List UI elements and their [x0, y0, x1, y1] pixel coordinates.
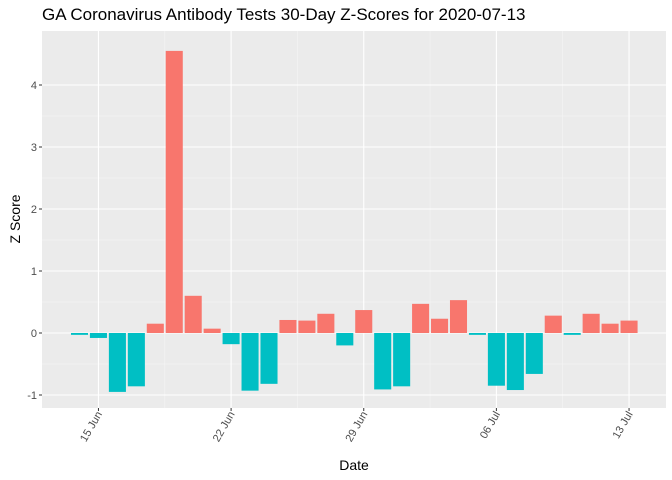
y-axis-title: Z Score: [7, 194, 23, 243]
bar: [487, 333, 505, 386]
bar: [184, 295, 202, 333]
y-tick-label: 1: [31, 266, 37, 278]
y-tick-label: 3: [31, 142, 37, 154]
bar: [582, 313, 600, 333]
bar: [89, 333, 107, 338]
x-tick-label: 15 Jun: [78, 410, 105, 445]
bar: [431, 318, 449, 333]
x-tick-label: 06 Jul: [478, 410, 503, 441]
bar: [70, 333, 89, 335]
x-axis-title: Date: [339, 457, 369, 473]
x-tick-label: 22 Jun: [211, 410, 238, 445]
bar: [241, 333, 259, 391]
bar: [620, 320, 638, 333]
y-tick-label: 0: [31, 328, 37, 340]
bar: [146, 323, 164, 333]
bar: [393, 333, 411, 387]
grid-major: [42, 31, 666, 408]
bar: [563, 333, 581, 335]
plot-panel: [42, 31, 666, 408]
bar: [298, 320, 316, 333]
bar: [336, 333, 354, 346]
bar: [127, 333, 145, 387]
bar: [525, 333, 543, 374]
bar: [468, 333, 486, 335]
grid-minor: [42, 31, 666, 408]
y-tick-label: -1: [27, 390, 37, 402]
bar: [601, 323, 619, 333]
bar: [279, 319, 297, 333]
bar: [544, 315, 562, 333]
bar: [412, 303, 430, 333]
bar: [317, 313, 335, 333]
x-tick-label: 13 Jul: [611, 410, 636, 441]
y-axis: -1 0 1 2 3 4: [27, 80, 42, 402]
x-tick-label: 29 Jun: [343, 410, 370, 445]
bar: [203, 328, 221, 333]
bar: [165, 50, 183, 334]
bar: [506, 333, 524, 391]
y-tick-label: 2: [31, 204, 37, 216]
chart-title: GA Coronavirus Antibody Tests 30-Day Z-S…: [42, 5, 526, 24]
bar: [222, 333, 240, 345]
bar: [355, 310, 373, 333]
bars: [70, 50, 638, 392]
bar: [449, 300, 468, 333]
bar: [260, 333, 278, 384]
bar: [108, 333, 126, 392]
bar: [374, 333, 392, 390]
x-axis: 15 Jun 22 Jun 29 Jun 06 Jul 13 Jul: [78, 408, 636, 444]
y-tick-label: 4: [31, 80, 37, 92]
